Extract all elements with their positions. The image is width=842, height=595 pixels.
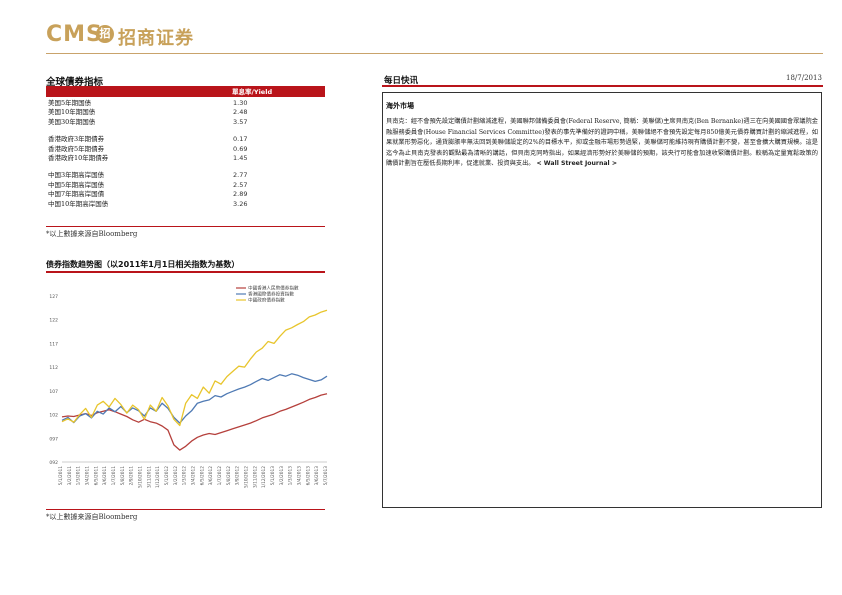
yield-table: 美国5年期国债 1.30 美国10年期国债 2.48 美国30年期国债 3.57 香港政府3… (48, 99, 293, 209)
x-tick-label: 3/4/2013 (297, 466, 303, 486)
yield-row-name: 中国3年期高岸国债 (48, 171, 105, 180)
news-title-rule (382, 85, 823, 87)
chart-section-title: 债券指数趋势图（以2011年1月1日相关指数为基数） (46, 260, 240, 269)
yield-row: 美国5年期国债 1.30 (48, 99, 293, 108)
news-box: 海外市場 貝南克：經不會預先設定購債計劃縮減進程，美國聯邦儲備委員會(Feder… (382, 92, 822, 508)
news-subsection-title: 海外市場 (386, 102, 414, 110)
legend-label: 中國香港人民幣債券指數 (248, 285, 299, 292)
y-tick-label: 102 (49, 413, 58, 419)
yield-row-name: 美国5年期国债 (48, 99, 92, 107)
yield-row-name: 美国10年期国债 (48, 108, 96, 117)
news-body: 貝南克：經不會預先設定購債計劃縮減進程，美國聯邦儲備委員會(Federal Re… (386, 117, 818, 170)
x-tick-label: 5/1/2012 (164, 466, 170, 486)
yield-row-name: 中国7年期高岸国債 (48, 190, 105, 199)
yield-table-bottom-rule (46, 226, 325, 227)
x-tick-label: 3/2/2011 (67, 466, 73, 486)
y-tick-label: 107 (49, 389, 58, 395)
y-tick-label: 127 (49, 294, 58, 300)
yield-column-header: 單息率/Yield (232, 88, 273, 96)
chart-source-note: *以上數據来源自Bloomberg (46, 513, 138, 521)
x-tick-label: 3/2/2012 (173, 466, 179, 486)
x-tick-label: 5/10/2011 (138, 466, 144, 488)
yield-row: 香港政府5年期債券 0.69 (48, 145, 293, 154)
brand-logo-icon: 招 (96, 25, 114, 43)
yield-row-value: 0.69 (233, 144, 248, 153)
yield-row-name: 香港政府10年期債券 (48, 154, 109, 163)
yield-row-value: 1.45 (233, 154, 248, 163)
series-line-3 (61, 309, 328, 427)
yield-row: 中国5年期高岸国债 2.57 (48, 181, 293, 190)
brand-logo-chinese: 招商证券 (118, 28, 194, 49)
chart-title-rule (46, 271, 325, 273)
yield-row-value: 2.57 (233, 180, 248, 189)
yield-row: 美国30年期国债 3.57 (48, 118, 293, 127)
yield-row: 美国10年期国债 2.48 (48, 108, 293, 117)
x-tick-label: 1/3/2013 (288, 466, 294, 486)
yield-row-name: 中国10年期高岸国债 (48, 199, 109, 208)
x-tick-label: 1/3/2011 (76, 466, 82, 486)
x-tick-label: 1/7/2011 (111, 466, 117, 486)
chart-bottom-rule (46, 509, 325, 510)
yield-row: 中国10年期高岸国债 3.26 (48, 200, 293, 209)
brand-logo-latin: CMS (46, 22, 103, 47)
x-tick-label: 5/1/2011 (58, 466, 64, 486)
yield-row-value: 3.57 (233, 117, 248, 126)
y-tick-label: 122 (49, 318, 58, 324)
yield-row: 香港政府10年期債券 1.45 (48, 154, 293, 163)
news-body-text: 貝南克：經不會預先設定購債計劃縮減進程，美國聯邦儲備委員會(Federal Re… (386, 118, 818, 168)
yield-row-value: 2.77 (233, 171, 248, 180)
header-divider (46, 53, 823, 54)
y-tick-label: 092 (49, 460, 58, 466)
x-tick-label: 2/9/2011 (129, 466, 135, 486)
legend-label: 中國政府債券指數 (248, 297, 285, 304)
x-tick-label: 5/1/2013 (270, 466, 276, 486)
yield-row-name: 香港政府3年期債券 (48, 135, 105, 144)
x-tick-label: 5/10/2012 (244, 466, 250, 488)
x-tick-label: 1/7/2012 (217, 466, 223, 486)
yield-section-title: 全球債券指标 (46, 77, 104, 88)
x-tick-label: 3/6/2011 (102, 466, 108, 486)
x-tick-label: 6/5/2013 (305, 466, 311, 486)
x-tick-label: 1/12/2012 (261, 466, 267, 488)
yield-source-note: *以上數據来源自Bloomberg (46, 230, 138, 238)
x-tick-label: 3/6/2013 (314, 466, 320, 486)
x-tick-label: 5/7/2013 (323, 466, 329, 486)
x-tick-label: 3/9/2012 (235, 466, 241, 486)
x-tick-label: 5/8/2011 (120, 466, 126, 486)
news-source-tag: < Wall Street Journal > (536, 160, 618, 168)
yield-row-value: 2.89 (233, 190, 248, 199)
yield-row-value: 0.17 (233, 135, 248, 144)
yield-row-value: 2.48 (233, 108, 248, 117)
yield-row: 香港政府3年期債券 0.17 (48, 135, 293, 144)
x-tick-label: 3/4/2011 (85, 466, 91, 486)
x-tick-label: 3/11/2011 (146, 466, 152, 488)
x-tick-label: 3/6/2012 (208, 466, 214, 486)
x-tick-label: 6/5/2012 (199, 466, 205, 486)
x-tick-label: 3/2/2013 (279, 466, 285, 486)
y-tick-label: 097 (49, 436, 58, 442)
yield-row-name: 中国5年期高岸国债 (48, 180, 105, 189)
x-tick-label: 3/4/2012 (191, 466, 197, 486)
legend-label: 香港國際債券投資指數 (248, 291, 294, 298)
y-tick-label: 112 (49, 365, 58, 371)
x-tick-label: 1/12/2011 (155, 466, 161, 488)
yield-row-name: 香港政府5年期債券 (48, 144, 105, 153)
yield-title-rule (46, 86, 325, 88)
yield-table-header: 單息率/Yield (46, 88, 325, 97)
news-date: 18/7/2013 (786, 74, 822, 82)
x-tick-label: 6/5/2011 (93, 466, 99, 486)
yield-row-value: 1.30 (233, 99, 248, 107)
x-tick-label: 3/11/2012 (252, 466, 258, 488)
news-section-title: 每日快讯 (384, 76, 419, 86)
x-tick-label: 5/8/2012 (226, 466, 232, 486)
x-tick-label: 1/3/2012 (182, 466, 188, 486)
series-line-2 (61, 373, 328, 424)
yield-row-value: 3.26 (233, 199, 248, 208)
yield-row: 中国3年期高岸国债 2.77 (48, 171, 293, 180)
y-tick-label: 117 (49, 341, 58, 347)
yield-row: 中国7年期高岸国債 2.89 (48, 190, 293, 199)
yield-row-name: 美国30年期国债 (48, 117, 96, 126)
